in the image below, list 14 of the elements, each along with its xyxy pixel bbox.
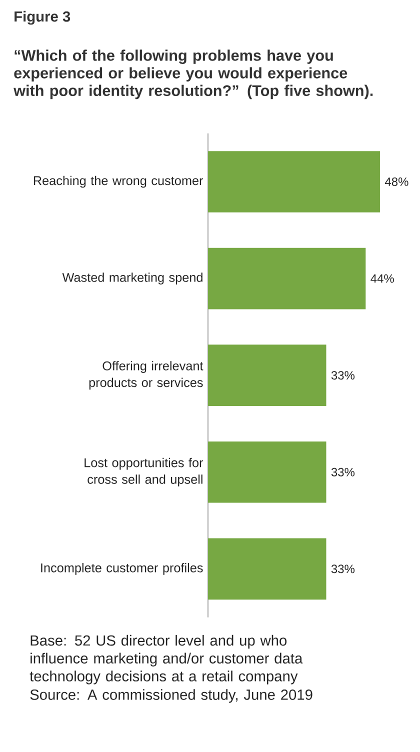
data-label: 33% xyxy=(331,468,355,476)
y-tick-label: Offering irrelevant products or services xyxy=(89,361,204,390)
chart-subtitle: “Which of the following problems have you experienced or believe you would experience with poor identity resolution?” (Top five shown). xyxy=(14,50,373,100)
y-tick-label: Lost opportunities for cross sell and upsell xyxy=(84,458,204,486)
source-note: Source: A commissioned study, June 2019 xyxy=(30,689,312,703)
data-label: 33% xyxy=(331,564,355,574)
text: Base: 52 US director level and up who influence marketing and/or customer data technology decisions at a retail company xyxy=(30,634,303,684)
y-tick-label: Incomplete customer profiles xyxy=(41,563,203,575)
data-label: 48% xyxy=(384,177,408,186)
y-tick-label: Wasted marketing spend xyxy=(62,272,202,284)
data-label: 44% xyxy=(370,274,394,283)
y-tick-label: Reaching the wrong customer xyxy=(34,176,204,188)
data-label: 33% xyxy=(331,371,355,380)
text: Figure 3 xyxy=(14,10,70,25)
